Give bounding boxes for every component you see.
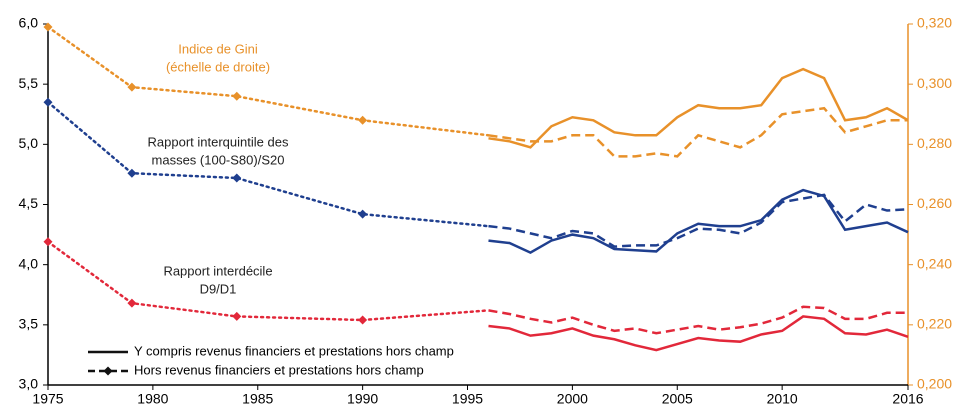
annotation: Indice de Gini [178, 41, 258, 56]
diamond-marker [358, 315, 368, 325]
y2-tick-label: 0,240 [917, 255, 952, 271]
y2-tick-label: 0,200 [917, 376, 952, 392]
legend-label: Hors revenus financiers et prestations h… [134, 362, 424, 377]
solid-line [488, 315, 909, 352]
diamond-marker [358, 209, 368, 219]
x-tick-label: 2000 [557, 391, 588, 407]
dashed-line [488, 193, 909, 248]
y-tick-label: 6,0 [19, 15, 39, 31]
diamond-marker [127, 298, 137, 308]
y2-tick-label: 0,320 [917, 15, 952, 31]
x-tick-label: 1995 [452, 391, 483, 407]
solid-line [488, 188, 909, 255]
y2-tick-label: 0,220 [917, 316, 952, 332]
dashed-line [488, 305, 908, 335]
diamond-marker [43, 237, 53, 247]
diamond-marker [43, 97, 53, 107]
diamond-marker [127, 82, 137, 92]
dotted-line [46, 240, 490, 322]
y-tick-label: 3,5 [19, 316, 39, 332]
diamond-marker [43, 22, 53, 32]
annotation: masses (100-S80)/S20 [152, 152, 285, 167]
y2-tick-label: 0,300 [917, 75, 952, 91]
x-tick-label: 2016 [892, 391, 923, 407]
y-tick-label: 5,5 [19, 75, 39, 91]
y2-tick-label: 0,260 [917, 195, 952, 211]
y-tick-label: 3,0 [19, 376, 39, 392]
diamond-marker [358, 115, 368, 125]
annotation: Rapport interdécile [163, 263, 272, 278]
diamond-marker [232, 311, 242, 321]
x-tick-label: 2010 [767, 391, 798, 407]
annotation: D9/D1 [200, 281, 237, 296]
x-tick-label: 1975 [32, 391, 63, 407]
x-tick-label: 1985 [242, 391, 273, 407]
legend-label: Y compris revenus financiers et prestati… [134, 343, 454, 358]
solid-line [488, 67, 909, 149]
y-tick-label: 5,0 [19, 135, 39, 151]
dashed-line [488, 106, 908, 158]
y2-tick-label: 0,280 [917, 135, 952, 151]
annotation: (échelle de droite) [166, 59, 270, 74]
annotation: Rapport interquintile des [148, 134, 289, 149]
x-tick-label: 1980 [137, 391, 168, 407]
dotted-line [46, 25, 490, 137]
y-tick-label: 4,5 [19, 195, 39, 211]
diamond-marker [232, 91, 242, 101]
diamond-marker [232, 173, 242, 183]
x-tick-label: 2005 [662, 391, 693, 407]
diamond-marker [127, 168, 137, 178]
legend-diamond [103, 366, 113, 376]
y-tick-label: 4,0 [19, 255, 39, 271]
x-tick-label: 1990 [347, 391, 378, 407]
